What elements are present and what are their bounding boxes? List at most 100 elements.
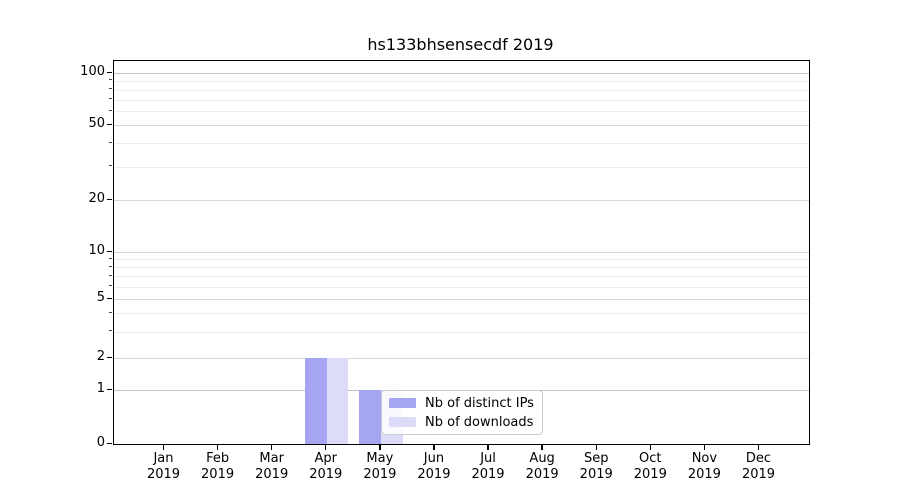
y-tick-mark [107, 250, 112, 252]
y-minor-tick-mark [109, 274, 112, 276]
y-tick-label: 20 [88, 191, 105, 206]
legend-label-downloads: Nb of downloads [425, 414, 534, 430]
y-tick-mark [107, 297, 112, 299]
x-tick-mark [379, 445, 381, 450]
x-tick-label-year: 2019 [255, 467, 289, 482]
minor-gridline [114, 143, 809, 145]
y-minor-tick-mark [109, 141, 112, 143]
legend-swatch-distinct-ips [389, 398, 416, 408]
x-tick-label-month: Jun [423, 451, 445, 466]
x-tick-label-year: 2019 [525, 467, 559, 482]
y-tick-mark [107, 356, 112, 358]
minor-gridline [114, 331, 809, 333]
x-tick-label: Jul 2019 [458, 451, 518, 483]
x-tick-label: Oct 2019 [620, 451, 680, 483]
x-tick-label-month: Apr [314, 451, 338, 466]
y-tick-label: 100 [80, 64, 105, 79]
x-tick-label: Jan 2019 [134, 451, 194, 483]
major-gridline [114, 125, 809, 126]
bar-downloads [326, 358, 349, 444]
x-tick-label-month: Jan [153, 451, 174, 466]
legend-item-distinct-ips: Nb of distinct IPs [389, 394, 535, 413]
minor-gridline [114, 313, 809, 315]
minor-gridline [114, 276, 809, 278]
x-tick-label-year: 2019 [633, 467, 667, 482]
y-minor-tick-mark [109, 98, 112, 100]
legend: Nb of distinct IPs Nb of downloads [381, 390, 543, 435]
x-tick-mark [270, 445, 273, 450]
x-tick-label-month: Aug [529, 451, 555, 466]
plot-area [113, 60, 810, 445]
y-tick-label: 10 [88, 243, 105, 258]
y-tick-mark [107, 123, 112, 125]
y-tick-mark [107, 71, 112, 73]
minor-gridline [114, 111, 809, 113]
x-tick-label-month: Jul [480, 451, 496, 466]
minor-gridline [114, 80, 809, 82]
major-gridline [114, 200, 809, 201]
x-tick-mark [595, 445, 597, 450]
y-tick-label: 50 [88, 116, 105, 131]
major-gridline [114, 252, 809, 253]
x-tick-label-month: Dec [745, 451, 772, 466]
x-tick-label: Mar 2019 [242, 451, 302, 483]
y-tick-label: 2 [96, 349, 105, 364]
x-tick-label-year: 2019 [579, 467, 613, 482]
x-tick-mark [541, 445, 543, 450]
x-tick-label-month: Oct [639, 451, 662, 466]
x-tick-label-month: Feb [206, 451, 230, 466]
y-tick-mark [107, 198, 112, 200]
y-minor-tick-mark [109, 285, 112, 287]
legend-label-distinct-ips: Nb of distinct IPs [425, 395, 534, 411]
x-tick-label: Apr 2019 [296, 451, 356, 483]
y-minor-tick-mark [109, 265, 112, 267]
x-tick-mark [433, 445, 435, 450]
minor-gridline [114, 99, 809, 101]
x-tick-label-month: Sep [583, 451, 609, 466]
y-minor-tick-mark [109, 88, 112, 90]
x-tick-label: Dec 2019 [728, 451, 788, 483]
x-tick-label-year: 2019 [309, 467, 343, 482]
x-tick-label-year: 2019 [471, 467, 505, 482]
minor-gridline [114, 267, 809, 269]
x-tick-label-year: 2019 [741, 467, 776, 482]
x-tick-label-year: 2019 [363, 467, 397, 482]
x-tick-mark [216, 445, 219, 450]
bar-distinct-ips [359, 390, 381, 444]
minor-gridline [114, 89, 809, 91]
y-minor-tick-mark [109, 311, 112, 313]
x-tick-label: Feb 2019 [188, 451, 248, 483]
major-gridline [114, 299, 809, 300]
x-tick-label-year: 2019 [201, 467, 235, 482]
x-tick-label: Jun 2019 [404, 451, 464, 483]
major-gridline [114, 73, 809, 74]
x-tick-mark [757, 445, 760, 450]
legend-item-downloads: Nb of downloads [389, 413, 535, 432]
legend-swatch-downloads [389, 417, 416, 427]
y-tick-mark [107, 442, 112, 444]
x-tick-mark [487, 445, 489, 450]
major-gridline [114, 358, 809, 359]
x-tick-label-year: 2019 [417, 467, 451, 482]
x-tick-label-month: Mar [259, 451, 284, 466]
chart-title: hs133bhsensecdf 2019 [367, 35, 554, 54]
x-tick-label: Nov 2019 [674, 451, 734, 483]
x-tick-label-month: Nov [691, 451, 718, 466]
x-tick-label: Sep 2019 [566, 451, 626, 483]
bar-distinct-ips [305, 358, 327, 444]
y-minor-tick-mark [109, 79, 112, 81]
y-minor-tick-mark [109, 109, 112, 111]
y-tick-label: 1 [96, 381, 105, 396]
minor-gridline [114, 166, 809, 168]
x-tick-mark [703, 445, 706, 450]
x-tick-label: May 2019 [350, 451, 410, 483]
y-tick-label: 0 [96, 435, 105, 450]
x-tick-label-year: 2019 [146, 467, 181, 482]
minor-gridline [114, 259, 809, 261]
x-tick-mark [162, 445, 165, 450]
x-tick-label: Aug 2019 [512, 451, 572, 483]
y-minor-tick-mark [109, 330, 112, 332]
x-tick-label-year: 2019 [687, 467, 721, 482]
minor-gridline [114, 286, 809, 288]
